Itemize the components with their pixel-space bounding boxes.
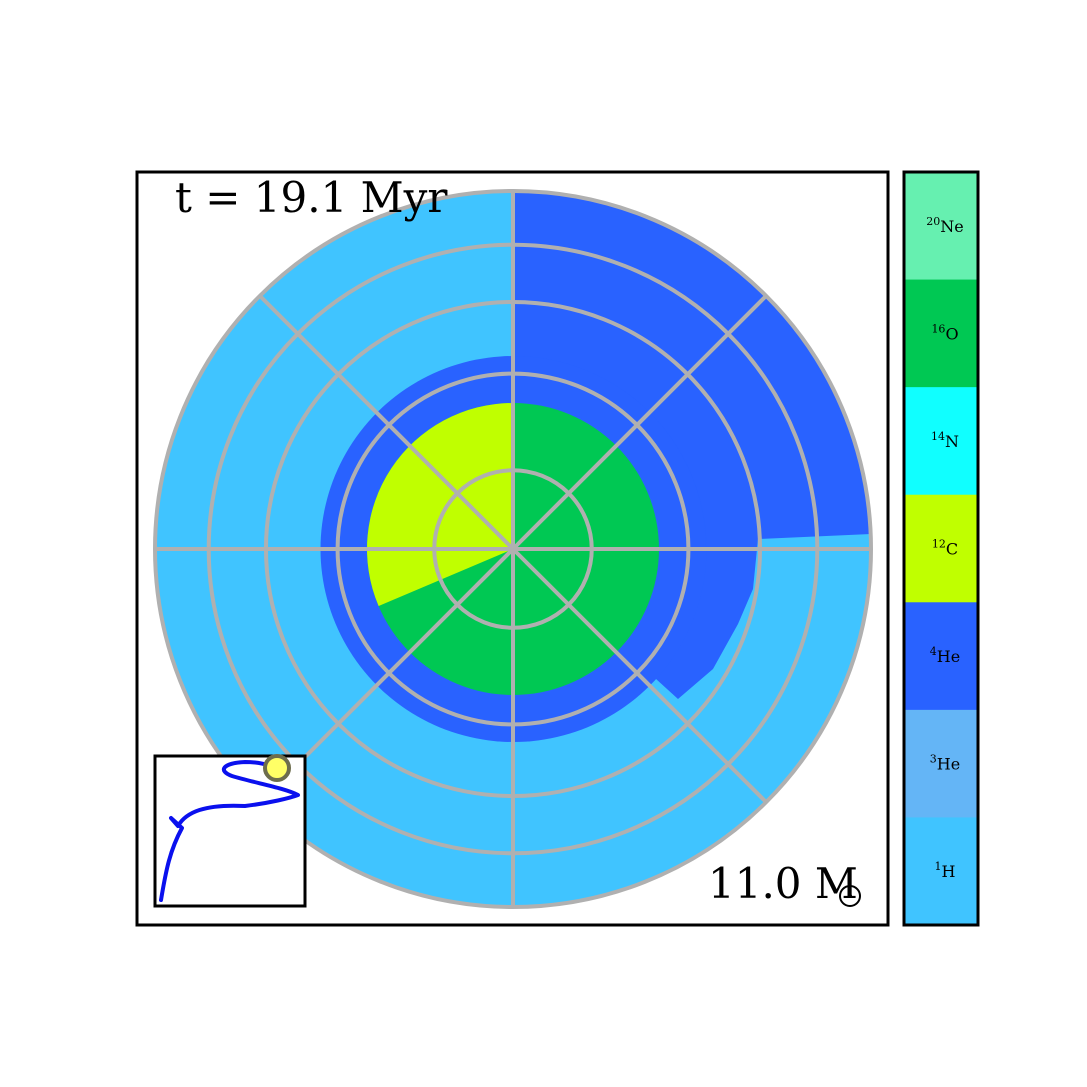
colorbar-swatch-16O [904, 279, 978, 388]
colorbar-legend: 20Ne 16O 14N 12C 4He 3He 1H [902, 170, 980, 927]
time-label: t = 19.1 Myr [175, 173, 448, 222]
plot-frame [135, 170, 890, 927]
colorbar-label-20Ne: 20Ne [926, 215, 963, 236]
colorbar-label-4He: 4He [930, 645, 960, 666]
colorbar-swatch-3He [904, 709, 978, 818]
sun-symbol [839, 885, 861, 907]
colorbar-frame [902, 170, 980, 927]
colorbar-label-14N: 14N [931, 430, 959, 451]
evolution-track [159, 760, 300, 902]
colorbar-label-16O: 16O [931, 322, 958, 343]
hr-diagram-inset [153, 754, 307, 908]
current-position-marker [263, 754, 291, 782]
grid-spoke [258, 294, 515, 551]
colorbar-label-3He: 3He [930, 753, 960, 774]
colorbar-label-12C: 12C [932, 538, 958, 559]
colorbar-label-1H: 1H [935, 860, 956, 881]
polar-grid [153, 189, 873, 909]
colorbar-swatch-12C [904, 494, 978, 603]
layer-12C-sector [367, 403, 513, 607]
grid-spoke [511, 547, 768, 804]
mass-label: 11.0 M [708, 859, 858, 908]
colorbar-swatch-20Ne [904, 172, 978, 281]
colorbar-swatch-14N [904, 387, 978, 496]
colorbar-swatch-1H [904, 817, 978, 926]
colorbar-swatch-4He [904, 602, 978, 711]
grid-spoke [511, 294, 768, 551]
